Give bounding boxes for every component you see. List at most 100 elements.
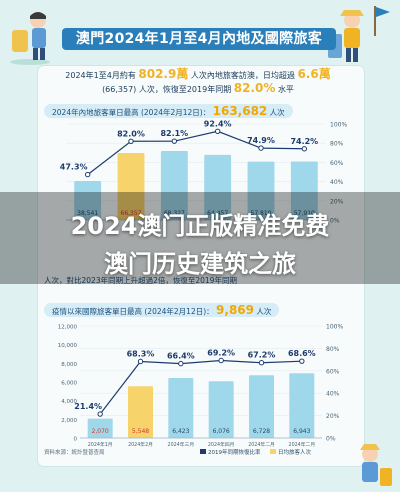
y-right-tick-label: 60% <box>330 160 344 167</box>
y-right-tick-label: 80% <box>326 346 340 353</box>
line-value-label: 69.2% <box>207 348 235 357</box>
line-value-label: 66.4% <box>167 352 195 361</box>
line-value-label: 74.9% <box>247 136 275 145</box>
legend-label: 日均旅客人次 <box>278 448 312 456</box>
x-tick-label: 2024年二月 <box>248 441 275 448</box>
legend-swatch-bar <box>270 449 276 454</box>
traveler-illustration-bottom <box>360 444 392 486</box>
chart1-title-prefix: 2024年內地旅客單日最高 (2024年2月12日)： <box>52 108 211 117</box>
chart2-title-prefix: 疫情以來國際旅客單日最高 (2024年2月12日)： <box>52 307 214 316</box>
line-point <box>171 138 178 144</box>
legend-swatch-line <box>200 449 206 454</box>
x-tick-label: 2024年2月 <box>128 441 153 448</box>
y-right-tick-label: 100% <box>330 122 347 129</box>
bar-value-label: 6,943 <box>293 428 310 435</box>
bar <box>204 154 232 220</box>
line-point <box>218 357 224 364</box>
y-right-tick-label: 20% <box>330 198 344 205</box>
summary-line1-mid: 人次內地旅客訪澳，日均超過 <box>190 71 295 80</box>
bar-value-label: 66,357 <box>121 210 142 217</box>
line-value-label: 82.1% <box>160 129 188 138</box>
bar-value-label: 64,457 <box>207 210 228 217</box>
y-right-tick-label: 100% <box>326 324 343 331</box>
chart2-title-value: 9,869 <box>216 303 254 317</box>
chart1-title-suffix: 人次 <box>269 108 285 117</box>
traveler-illustration-left <box>10 12 50 65</box>
line-value-label: 92.4% <box>204 120 232 128</box>
bar-value-label: 6,728 <box>253 428 270 435</box>
summary-total-visitors: 802.9萬 <box>138 67 189 81</box>
line-point <box>214 128 221 134</box>
chart2-title: 疫情以來國際旅客單日最高 (2024年2月12日)： 9,869 人次 <box>44 303 280 317</box>
y-right-tick-label: 40% <box>326 391 340 398</box>
page-title: 澳門2024年1月至4月內地及國際旅客 <box>62 28 336 50</box>
y-left-tick-label: 12,000 <box>58 325 78 331</box>
chart1-title-value: 163,682 <box>212 104 268 118</box>
line-point <box>128 138 134 144</box>
y-left-tick-label: 10,000 <box>58 343 78 349</box>
y-left-tick-label: 4,000 <box>61 399 77 405</box>
line-point <box>301 146 308 152</box>
bar-value-label: 2,070 <box>92 428 109 435</box>
bar <box>247 161 275 220</box>
summary-line2-prefix: (66,357) <box>102 85 137 94</box>
chart1-svg: 100% 80% 60% 40% 20% 0% 38,541 66,357 68,327 64,4… <box>60 120 348 225</box>
bar <box>290 161 318 220</box>
line-point <box>137 358 144 365</box>
recovery-line <box>99 359 302 415</box>
summary-line2-suffix: 水平 <box>277 85 294 94</box>
line-point <box>258 360 265 366</box>
line-point <box>84 171 91 178</box>
x-tick-label: 2024年二月 <box>289 441 316 448</box>
bar-value-label: 5,548 <box>132 428 149 435</box>
overlay-banner: 2024澳门正版精准免费 澳门历史建筑之旅 <box>0 192 400 284</box>
summary-recovery-rate: 82.0% <box>233 81 276 95</box>
line-point <box>97 411 103 417</box>
bar <box>117 152 145 220</box>
chart1-title: 2024年內地旅客單日最高 (2024年2月12日)： 163,682 人次 <box>44 104 293 118</box>
chart2-svg: 100% 80% 60% 40% 20% 0% 12,000 10,000 8,000 6,000… <box>58 324 344 457</box>
overlay-title-line1: 2024澳门正版精准免费 <box>70 212 330 240</box>
y-left-tick-label: 0 <box>74 437 78 443</box>
y-right-tick-label: 0% <box>330 218 340 225</box>
line-value-label: 68.3% <box>127 350 155 359</box>
recovery-line <box>87 130 305 176</box>
line-point <box>258 145 264 151</box>
bar-value-label: 6,076 <box>213 428 230 435</box>
bar <box>208 381 234 438</box>
bar <box>168 378 194 438</box>
mid-text-line1: 人次，對比2023年同期上升超過2倍，恢復至2019年同期 <box>44 276 237 285</box>
chart2-title-suffix: 人次 <box>256 307 272 316</box>
bar-value-label: 57,810 <box>251 210 272 217</box>
bar <box>87 418 113 438</box>
line-value-label: 47.3% <box>60 163 88 172</box>
line-value-label: 74.2% <box>290 137 318 146</box>
y-right-tick-label: 80% <box>330 141 344 148</box>
x-tick-label: 2024年三月 <box>168 441 195 448</box>
bar <box>248 375 275 438</box>
line-point <box>299 358 305 364</box>
summary-line1-prefix: 2024年1至4月約有 <box>65 71 136 80</box>
y-left-tick-label: 6,000 <box>61 381 77 387</box>
bar-value-label: 6,423 <box>172 428 189 435</box>
bar <box>74 181 102 220</box>
bar-value-label: 68,327 <box>164 210 185 217</box>
line-point <box>178 360 184 367</box>
line-value-label: 21.4% <box>74 402 102 411</box>
bar <box>160 150 188 220</box>
source-note: 資料來源：統計暨普查局 <box>44 450 105 456</box>
bar <box>289 373 315 438</box>
overlay-title-line2: 澳门历史建筑之旅 <box>104 250 296 278</box>
y-right-tick-label: 20% <box>326 413 340 420</box>
summary-text: 2024年1至4月約有 802.9萬 人次內地旅客訪澳，日均超過 6.6萬 (6… <box>48 68 348 96</box>
y-right-tick-label: 40% <box>330 179 344 186</box>
y-left-tick-label: 2,000 <box>61 418 77 424</box>
mid-text: 人次，對比2023年同期上升超過2倍，恢復至2019年同期 <box>44 276 354 286</box>
y-left-tick-label: 8,000 <box>61 362 77 368</box>
bar <box>127 386 154 438</box>
summary-daily-visitors: 6.6萬 <box>297 67 331 81</box>
line-value-label: 82.0% <box>117 129 145 138</box>
bar-value-label: 57,910 <box>294 210 315 217</box>
y-right-tick-label: 0% <box>326 436 336 443</box>
summary-line2-mid: 人次，恢復至2019年同期 <box>138 85 232 94</box>
